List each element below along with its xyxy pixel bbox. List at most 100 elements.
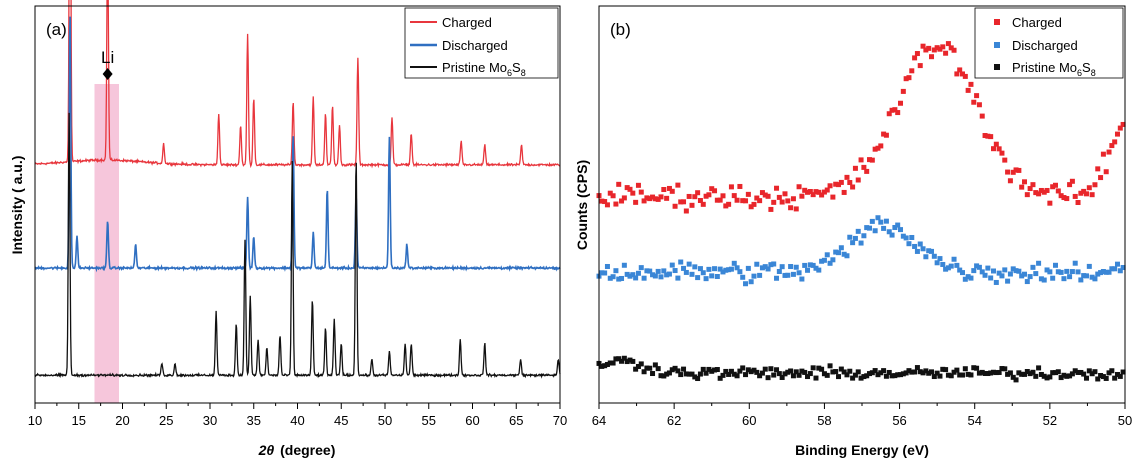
series-point-2 (802, 369, 808, 375)
series-point-1 (602, 270, 608, 276)
series-point-1 (1106, 269, 1112, 275)
series-point-2 (810, 365, 816, 371)
series-point-2 (1010, 374, 1016, 380)
series-point-1 (965, 274, 971, 280)
series-point-0 (819, 192, 825, 198)
series-point-2 (1024, 369, 1030, 374)
series-point-1 (886, 229, 892, 235)
series-point-0 (962, 73, 968, 79)
series-point-1 (692, 264, 698, 270)
series-point-0 (872, 146, 878, 152)
series-point-2 (706, 366, 712, 372)
series-point-1 (723, 267, 729, 273)
series-point-0 (878, 143, 884, 149)
series-point-1 (1103, 269, 1109, 275)
series-point-0 (635, 182, 641, 188)
series-point-2 (771, 372, 777, 378)
series-point-2 (900, 371, 906, 377)
series-point-0 (1033, 190, 1039, 196)
panel-a-series (34, 0, 561, 379)
series-point-0 (1047, 200, 1053, 206)
series-point-2 (1095, 376, 1101, 382)
series-point-2 (816, 365, 822, 371)
series-point-2 (929, 369, 935, 375)
series-point-1 (954, 262, 960, 268)
series-point-1 (909, 234, 915, 240)
series-point-1 (830, 257, 836, 263)
x-tick-label-a: 15 (72, 413, 86, 428)
series-point-0 (945, 41, 951, 47)
x-tick-label-a: 60 (465, 413, 479, 428)
series-point-2 (1016, 370, 1022, 376)
series-point-2 (1100, 374, 1106, 380)
series-point-1 (779, 264, 785, 270)
series-point-1 (841, 251, 847, 257)
series-point-2 (745, 367, 751, 373)
series-point-2 (776, 371, 782, 377)
series-point-1 (996, 270, 1002, 276)
series-point-0 (692, 194, 698, 200)
series-point-2 (1044, 375, 1050, 381)
series-point-2 (1106, 370, 1112, 376)
series-point-1 (937, 256, 943, 262)
series-point-2 (703, 370, 709, 376)
series-point-1 (898, 227, 904, 233)
series-point-1 (971, 268, 977, 274)
series-point-2 (799, 368, 805, 374)
series-point-2 (1078, 369, 1084, 375)
series-point-0 (604, 202, 610, 208)
series-point-0 (745, 191, 751, 197)
li-annotation-text: Li (101, 48, 114, 67)
series-point-0 (655, 196, 661, 202)
series-point-0 (996, 146, 1002, 152)
series-point-0 (624, 185, 630, 191)
series-point-0 (799, 193, 805, 199)
series-point-2 (962, 366, 968, 372)
series-point-2 (788, 368, 794, 374)
series-point-0 (757, 198, 763, 204)
series-point-2 (630, 358, 636, 364)
series-point-2 (737, 368, 743, 374)
series-point-1 (619, 275, 625, 281)
series-point-1 (652, 273, 658, 279)
series-point-0 (689, 202, 695, 208)
series-point-1 (686, 261, 692, 267)
series-point-0 (940, 44, 946, 50)
series-point-2 (641, 369, 647, 375)
series-point-0 (850, 184, 856, 190)
series-point-1 (731, 260, 737, 266)
series-point-2 (912, 369, 918, 375)
panel-a-legend: Charged Discharged Pristine Mo6S8 (404, 7, 559, 79)
series-point-1 (599, 270, 605, 276)
series-point-2 (917, 369, 923, 375)
series-point-1 (1055, 269, 1061, 275)
series-point-1 (1117, 268, 1123, 274)
legend-b-discharged-swatch (994, 42, 1000, 48)
series-point-0 (991, 146, 996, 152)
series-point-1 (1089, 274, 1095, 280)
series-point-0 (1098, 175, 1104, 181)
series-point-2 (757, 373, 763, 379)
series-point-0 (813, 189, 819, 195)
series-point-2 (748, 369, 754, 375)
series-point-0 (802, 187, 808, 193)
series-point-1 (666, 271, 672, 277)
x-tick-label-a: 35 (247, 413, 261, 428)
series-point-1 (1033, 271, 1039, 277)
series-point-1 (638, 265, 644, 271)
series-point-2 (1002, 366, 1008, 372)
series-point-1 (647, 268, 653, 274)
series-point-1 (1036, 260, 1042, 266)
series-point-2 (768, 366, 774, 372)
series-point-2 (1089, 371, 1095, 377)
series-point-0 (816, 189, 822, 195)
series-point-1 (881, 225, 887, 231)
series-point-0 (1095, 166, 1101, 172)
series-point-1 (903, 235, 909, 241)
series-point-1 (790, 271, 796, 277)
series-point-0 (669, 188, 675, 194)
series-point-2 (1055, 369, 1061, 375)
series-point-0 (1075, 200, 1081, 205)
series-point-0 (1022, 179, 1027, 185)
series-point-2 (700, 366, 706, 372)
